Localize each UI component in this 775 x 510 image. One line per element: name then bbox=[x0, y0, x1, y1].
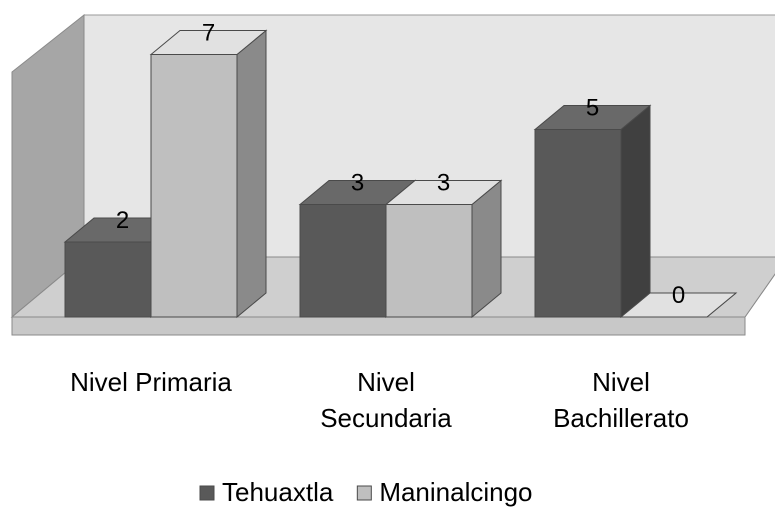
data-label-tehuaxtla-1: 3 bbox=[351, 170, 364, 197]
data-label-maninalcingo-2: 0 bbox=[672, 282, 685, 309]
category-label-1-0: Nivel bbox=[357, 367, 415, 397]
category-label-2-0: Nivel bbox=[592, 367, 650, 397]
bar-maninalcingo-1 bbox=[384, 179, 503, 319]
data-label-maninalcingo-0: 7 bbox=[202, 20, 215, 47]
category-label-2-1: Bachillerato bbox=[553, 403, 689, 433]
category-label-0-0: Nivel Primaria bbox=[70, 367, 232, 397]
legend-label-tehuaxtla: Tehuaxtla bbox=[222, 477, 334, 507]
bar-maninalcingo-0 bbox=[149, 29, 268, 319]
data-label-tehuaxtla-0: 2 bbox=[116, 207, 129, 234]
data-label-tehuaxtla-2: 5 bbox=[586, 95, 599, 122]
data-label-maninalcingo-1: 3 bbox=[437, 170, 450, 197]
bar-maninalcingo-2 bbox=[619, 292, 738, 318]
legend-swatch-tehuaxtla bbox=[199, 485, 215, 501]
legend-swatch-maninalcingo bbox=[356, 485, 372, 501]
category-label-1-1: Secundaria bbox=[320, 403, 452, 433]
legend-label-maninalcingo: Maninalcingo bbox=[379, 477, 532, 507]
bar-tehuaxtla-2 bbox=[533, 104, 652, 319]
